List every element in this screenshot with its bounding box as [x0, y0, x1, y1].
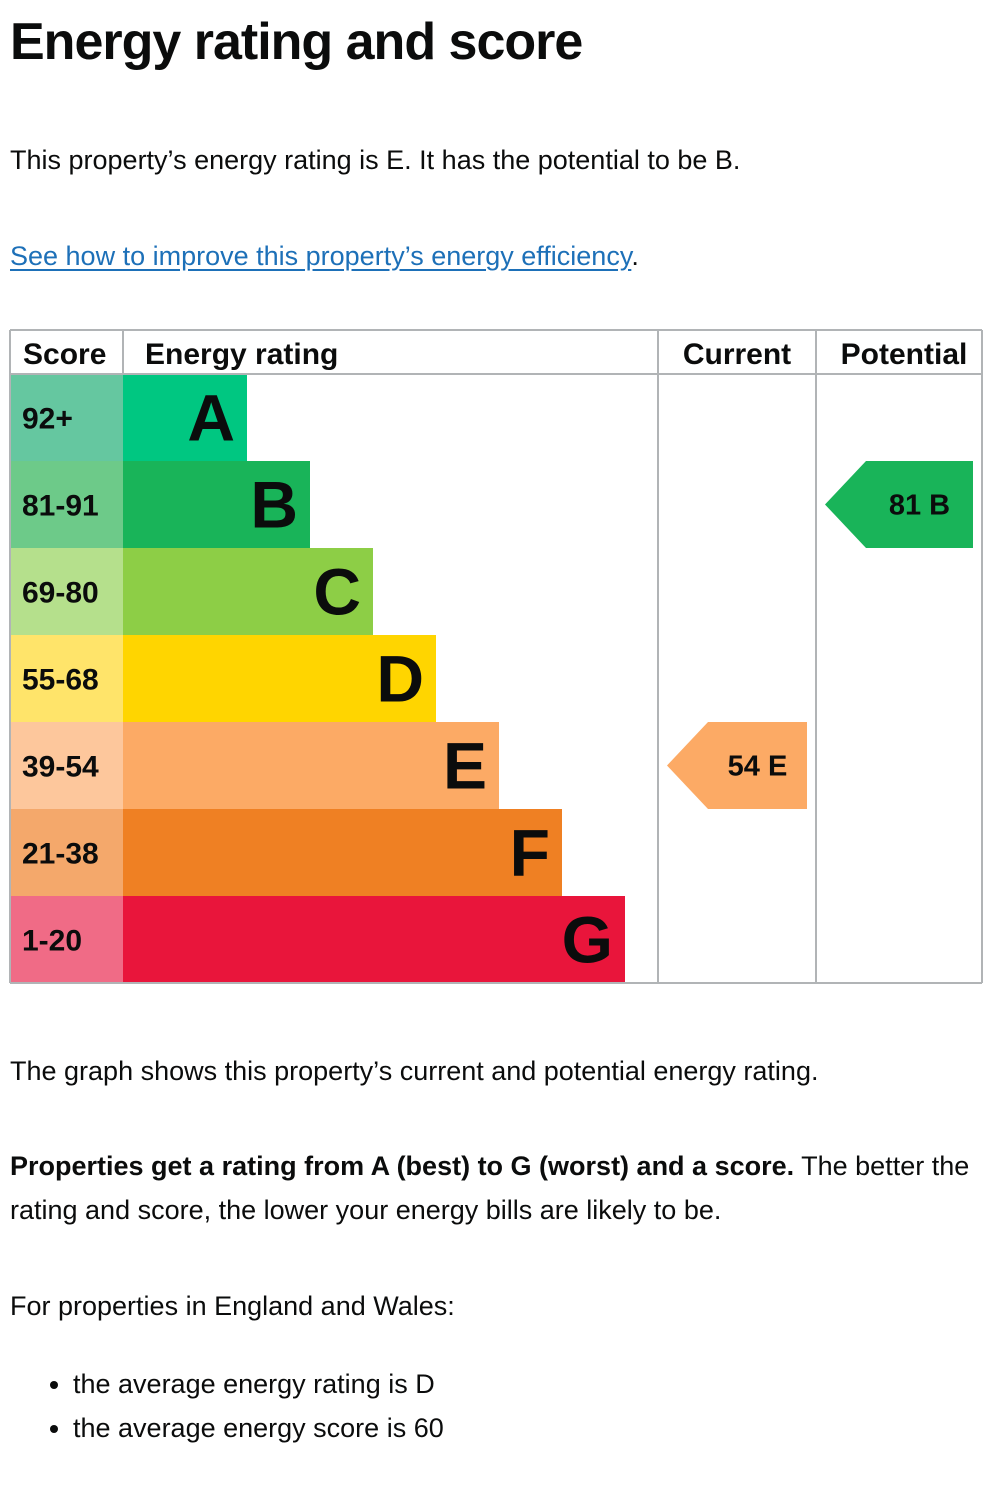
rating-bar-e	[123, 722, 499, 809]
score-range-d: 55-68	[22, 664, 99, 697]
average-rating-fact: the average energy rating is D	[73, 1362, 444, 1406]
page-title: Energy rating and score	[10, 13, 583, 71]
average-facts-list: the average energy rating is D the avera…	[10, 1362, 444, 1450]
rating-bar-b	[123, 461, 310, 548]
header-potential: Potential	[841, 338, 968, 371]
rating-letter-e: E	[443, 729, 487, 803]
header-score: Score	[23, 338, 106, 371]
rating-letter-b: B	[250, 468, 298, 542]
rating-bar-d	[123, 635, 436, 722]
rating-bar-c	[123, 548, 373, 635]
header-energy-rating: Energy rating	[145, 338, 338, 371]
potential-rating-arrow	[825, 461, 973, 548]
score-cell-c	[10, 548, 123, 635]
score-range-g: 1-20	[22, 925, 82, 958]
rating-explanation-bold: Properties get a rating from A (best) to…	[10, 1151, 795, 1181]
average-score-fact: the average energy score is 60	[73, 1406, 444, 1450]
score-cell-g	[10, 896, 123, 983]
rating-explanation-rest: The better the rating and score, the low…	[10, 1151, 970, 1225]
current-rating-arrow	[667, 722, 807, 809]
potential-rating-label: 81 B	[889, 490, 950, 522]
score-cell-b	[10, 461, 123, 548]
score-cell-e	[10, 722, 123, 809]
score-cell-f	[10, 809, 123, 896]
energy-rating-chart: Score Energy rating Current Potential 92+ A 81…	[9, 329, 983, 984]
rating-summary: This property’s energy rating is E. It h…	[10, 145, 741, 175]
score-cell-d	[10, 635, 123, 722]
rating-explanation: Properties get a rating from A (best) to…	[10, 1144, 985, 1232]
rating-letter-a: A	[187, 381, 235, 455]
improve-efficiency-link[interactable]: See how to improve this property’s energ…	[10, 241, 632, 271]
score-range-c: 69-80	[22, 577, 99, 610]
score-range-e: 39-54	[22, 751, 99, 784]
rating-bar-f	[123, 809, 562, 896]
score-range-f: 21-38	[22, 838, 99, 871]
link-suffix: .	[631, 241, 639, 271]
graph-description: The graph shows this property’s current …	[10, 1056, 819, 1086]
region-intro: For properties in England and Wales:	[10, 1291, 455, 1321]
score-range-b: 81-91	[22, 490, 99, 523]
header-current: Current	[683, 338, 791, 371]
rating-letter-c: C	[313, 555, 361, 629]
rating-letter-g: G	[562, 903, 613, 977]
score-range-a: 92+	[22, 403, 73, 436]
score-cell-a	[10, 374, 123, 461]
improve-link-line: See how to improve this property’s energ…	[10, 234, 639, 278]
current-rating-label: 54 E	[728, 751, 788, 783]
rating-letter-d: D	[376, 642, 424, 716]
rating-bar-g	[123, 896, 625, 983]
rating-letter-f: F	[510, 816, 550, 890]
rating-bar-a	[123, 374, 247, 461]
